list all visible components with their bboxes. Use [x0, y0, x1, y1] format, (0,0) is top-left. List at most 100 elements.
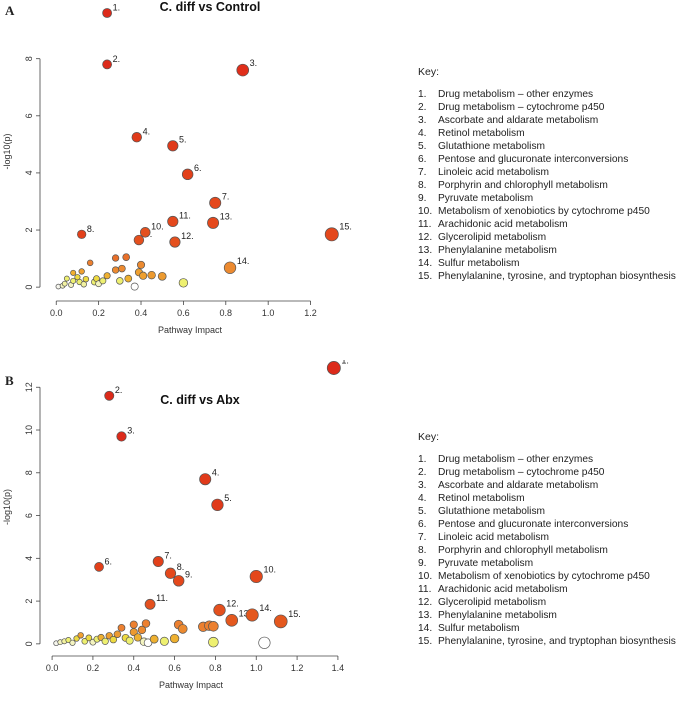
key-item-number: 7. [418, 532, 427, 543]
y-tick-label: 4 [24, 556, 34, 561]
key-item: 3. Ascorbate and aldarate metabolism [418, 114, 680, 127]
data-point [172, 575, 185, 587]
scatter-chart-abx: C. diff vs Abx 0 2 4 6 8 10 12 -log10(p) 0.0 0.2 0.… [2, 360, 349, 690]
y-axis-label: -log10(p) [2, 489, 12, 525]
key-item-number: 12. [418, 232, 433, 243]
key-item-number: 12. [418, 597, 433, 608]
chart-title: C. diff vs Abx [160, 393, 239, 407]
data-point [249, 569, 263, 584]
key-item-number: 2. [418, 467, 427, 478]
data-point [169, 236, 181, 248]
key-item-number: 2. [418, 102, 427, 113]
data-point [116, 277, 124, 285]
data-point [211, 498, 224, 511]
y-tick-label: 10 [24, 425, 34, 435]
data-point [125, 636, 134, 645]
data-point [101, 637, 109, 645]
key-item-label: Glutathione metabolism [438, 141, 546, 152]
data-point [324, 227, 339, 242]
data-point [141, 619, 151, 628]
panel-letter-a: A [5, 3, 15, 18]
data-point [164, 567, 177, 579]
key-item-label: Linoleic acid metabolism [438, 532, 549, 543]
key-item-number: 10. [418, 571, 433, 582]
key-list: 1. Drug metabolism – other enzymes 2. Drug … [418, 453, 680, 648]
x-tick-label: 0.2 [87, 663, 100, 673]
data-point [122, 253, 130, 261]
data-point [70, 269, 77, 276]
key-item-label: Porphyrin and chlorophyll metabolism [438, 545, 608, 556]
key-item-number: 14. [418, 623, 433, 634]
key-item-label: Sulfur metabolism [438, 623, 520, 634]
key-item-label: Drug metabolism – other enzymes [438, 89, 594, 100]
key-item-label: Pentose and glucuronate interconversions [438, 154, 629, 165]
y-tick-label: 12 [24, 382, 34, 392]
key-item-number: 8. [418, 545, 427, 556]
data-point [85, 634, 93, 642]
chart-title: C. diff vs Control [160, 0, 261, 14]
data-point [167, 140, 179, 152]
key-item: 7. Linoleic acid metabolism [418, 531, 680, 544]
key-item-number: 4. [418, 128, 427, 139]
data-label: 3. [250, 58, 258, 68]
data-point [69, 639, 76, 646]
x-axis-label: Pathway Impact [159, 680, 224, 690]
key-panel-a: Key: 1. Drug metabolism – other enzymes 2.… [418, 66, 680, 283]
data-point [167, 215, 179, 228]
x-tick-label: 0.0 [46, 663, 59, 673]
key-item-label: Drug metabolism – cytochrome p450 [438, 467, 605, 478]
data-point [102, 59, 112, 70]
data-point [258, 636, 271, 649]
key-item: 6. Pentose and glucuronate interconversio… [418, 518, 680, 531]
data-point [82, 275, 90, 283]
key-panel-b: Key: 1. Drug metabolism – other enzymes 2.… [418, 431, 680, 648]
y-tick-label: 8 [24, 470, 34, 475]
key-item-number: 4. [418, 493, 427, 504]
data-label: 10. [151, 221, 164, 231]
x-axis-label: Pathway Impact [158, 325, 223, 335]
key-item: 5. Glutathione metabolism [418, 140, 680, 153]
x-tick-label: 0.8 [209, 663, 222, 673]
data-point [65, 637, 72, 644]
key-item-number: 15. [418, 271, 433, 282]
key-item-label: Pentose and glucuronate interconversions [438, 519, 629, 530]
data-point [326, 361, 341, 375]
data-point [208, 636, 219, 648]
data-label: 2. [115, 385, 123, 395]
data-label: 12. [181, 231, 194, 241]
data-point [225, 614, 239, 627]
key-item-number: 9. [418, 193, 427, 204]
key-item-number: 5. [418, 506, 427, 517]
key-item-number: 6. [418, 154, 427, 165]
data-label: 11. [156, 593, 168, 603]
key-item-number: 13. [418, 245, 433, 256]
x-tick-label: 1.0 [250, 663, 263, 673]
key-item-number: 3. [418, 480, 427, 491]
data-point [63, 275, 70, 282]
key-item-label: Glycerolipid metabolism [438, 597, 547, 608]
data-point [209, 196, 222, 209]
key-item-number: 15. [418, 636, 433, 647]
data-label: 14. [237, 256, 250, 266]
key-item-number: 11. [418, 584, 432, 595]
data-point [213, 603, 226, 617]
key-item: 15. Phenylalanine, tyrosine, and tryptoph… [418, 635, 680, 648]
data-point [208, 621, 219, 632]
key-item: 1. Drug metabolism – other enzymes [418, 88, 680, 101]
data-point [102, 8, 112, 18]
data-label: 13. [220, 211, 233, 221]
key-item-number: 3. [418, 115, 427, 126]
data-point [73, 635, 80, 642]
key-item: 12. Glycerolipid metabolism [418, 231, 680, 244]
data-point [177, 624, 188, 634]
data-point [133, 234, 145, 246]
scatter-chart-control: C. diff vs Control 0 2 4 6 8 -log10(p) 0.0 0.2 0.… [2, 0, 352, 335]
key-item-label: Pyruvate metabolism [438, 193, 534, 204]
key-item-label: Drug metabolism – other enzymes [438, 454, 594, 465]
y-tick-label: 0 [24, 285, 34, 290]
y-tick-label: 8 [24, 56, 34, 61]
data-point [117, 623, 126, 632]
data-point [103, 272, 111, 280]
data-point [130, 282, 139, 291]
x-tick-label: 1.2 [291, 663, 304, 673]
